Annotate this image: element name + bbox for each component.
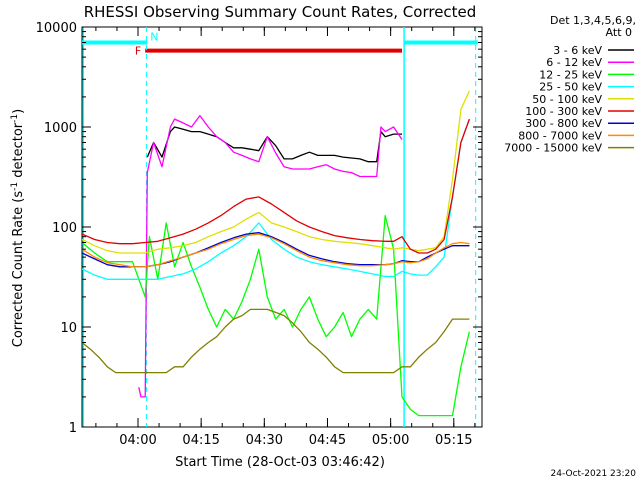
- legend-label: 50 - 100 keV: [532, 93, 602, 106]
- series-line-50-100-keV: [82, 90, 470, 254]
- x-tick-label: 05:00: [372, 433, 409, 448]
- x-tick-label: 04:00: [119, 433, 156, 448]
- y-tick-label: 1000: [44, 121, 77, 136]
- x-tick-label: 05:15: [435, 433, 472, 448]
- series-line-800-7000-keV: [82, 233, 470, 268]
- y-tick-label: 1: [69, 421, 77, 436]
- legend-label: 25 - 50 keV: [539, 81, 602, 94]
- legend-label: 800 - 7000 keV: [518, 129, 602, 142]
- y-tick-label: 100: [52, 221, 77, 236]
- legend-label: 300 - 800 keV: [525, 117, 602, 130]
- legend-header-line1: Det 1,3,4,5,6,9,: [550, 14, 636, 27]
- y-axis-label-end: ): [11, 109, 26, 114]
- flare-marker-label: F: [135, 45, 141, 58]
- series-line-100-300-keV: [82, 118, 471, 254]
- x-axis: 04:00 04:15 04:30 04:45 05:00 05:15: [95, 27, 476, 448]
- legend-label: 12 - 25 keV: [539, 68, 602, 81]
- legend-label: 7000 - 15000 keV: [504, 142, 602, 155]
- x-tick-label: 04:15: [182, 433, 219, 448]
- footer-date: 24-Oct-2021 23:20: [551, 469, 637, 479]
- x-axis-label: Start Time (28-Oct-03 03:46:42): [175, 455, 385, 470]
- legend-header-line2: Att 0: [606, 26, 632, 39]
- marker-layer: [82, 27, 478, 427]
- series-line-3-6-keV: [146, 126, 402, 163]
- y-axis-label-sup2: -1: [10, 114, 20, 123]
- legend-label: 100 - 300 keV: [525, 105, 602, 118]
- night-marker-label: N: [150, 30, 158, 43]
- y-axis-label-main: Corrected Count Rate (s: [11, 191, 26, 348]
- x-tick-label: 04:45: [309, 433, 346, 448]
- x-tick-label: 04:30: [246, 433, 283, 448]
- y-axis-label: Corrected Count Rate (s-1 detector-1): [10, 109, 26, 347]
- series-line-25-50-keV: [82, 118, 471, 280]
- y-tick-label: 10: [60, 321, 77, 336]
- legend-label: 6 - 12 keV: [546, 56, 602, 69]
- legend-label: 3 - 6 keV: [553, 44, 602, 57]
- y-axis: 1 10 100 1000 10000: [36, 21, 482, 436]
- series-layer: [82, 90, 471, 417]
- series-line-12-25-keV: [82, 214, 471, 417]
- y-tick-label: 10000: [36, 21, 77, 36]
- y-axis-label-sup1: -1: [10, 182, 20, 191]
- y-axis-label-mid: detector: [11, 122, 26, 182]
- chart-title: RHESSI Observing Summary Count Rates, Co…: [84, 3, 477, 21]
- series-line-6-12-keV: [138, 114, 403, 398]
- series-line-7000-15000-keV: [82, 308, 470, 374]
